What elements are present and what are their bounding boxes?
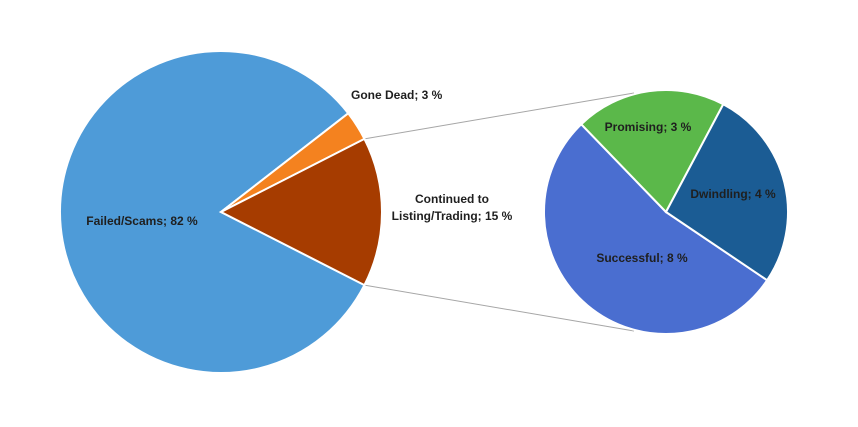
- label-successful: Successful; 8 %: [596, 251, 688, 265]
- slice-dwindling: [664, 102, 789, 282]
- data-labels: Failed/Scams; 82 % Gone Dead; 3 % Contin…: [86, 88, 776, 265]
- label-gone-dead: Gone Dead; 3 %: [351, 88, 443, 102]
- connector-line-bottom: [364, 284, 635, 332]
- label-continued-line-2: Listing/Trading; 15 %: [392, 209, 513, 223]
- slice-continued-listing-trading: [218, 137, 383, 287]
- secondary-pie: [543, 89, 789, 335]
- label-failed-scams: Failed/Scams; 82 %: [86, 214, 198, 228]
- label-promising: Promising; 3 %: [605, 120, 692, 134]
- label-dwindling: Dwindling; 4 %: [690, 187, 776, 201]
- connector-lines: [364, 92, 635, 332]
- slice-promising: [579, 89, 725, 214]
- connector-line-top: [364, 92, 635, 140]
- slice-successful: [543, 122, 769, 335]
- label-continued-line-1: Continued to: [415, 192, 489, 206]
- main-pie: [58, 50, 383, 374]
- slice-failed-scams: [58, 50, 366, 374]
